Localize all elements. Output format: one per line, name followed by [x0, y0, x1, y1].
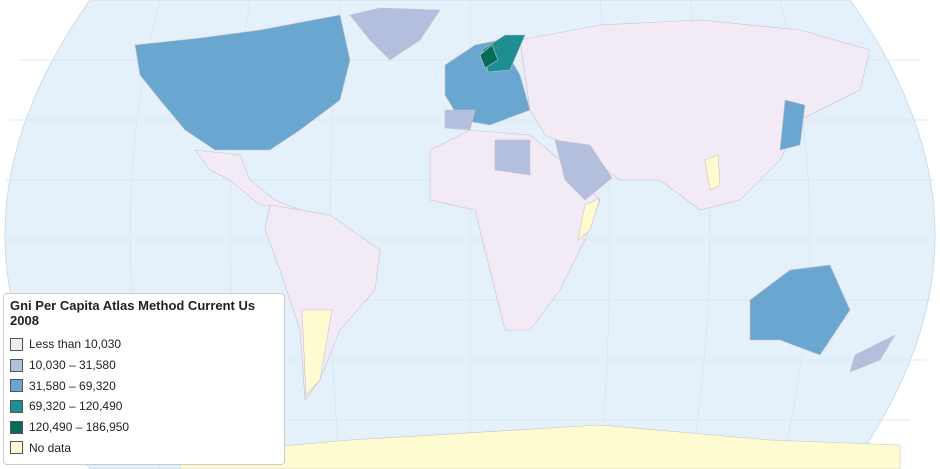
region[interactable]	[704, 154, 721, 191]
region[interactable]	[779, 99, 806, 151]
legend-title: Gni Per Capita Atlas Method Current Us 2…	[10, 298, 256, 328]
region[interactable]	[479, 44, 499, 69]
legend-swatch	[10, 337, 23, 351]
legend-swatch	[10, 358, 23, 372]
legend-item[interactable]: 31,580 – 69,320	[10, 375, 278, 396]
legend-item[interactable]: Less than 10,030	[10, 334, 278, 355]
legend-swatch	[10, 399, 23, 413]
legend-item[interactable]: No data	[10, 437, 278, 458]
legend-swatch	[10, 379, 23, 393]
legend-item[interactable]: 10,030 – 31,580	[10, 355, 278, 376]
legend-swatch	[10, 441, 23, 455]
legend-swatch	[10, 420, 23, 434]
legend-label: No data	[29, 440, 72, 455]
region[interactable]	[134, 14, 351, 151]
legend-label: Less than 10,030	[29, 337, 122, 352]
region[interactable]	[429, 129, 601, 331]
region[interactable]	[554, 139, 613, 201]
legend-label: 31,580 – 69,320	[29, 378, 116, 393]
legend-item[interactable]: 120,490 – 186,950	[10, 417, 278, 438]
legend-item[interactable]: 69,320 – 120,490	[10, 396, 278, 417]
region[interactable]	[849, 334, 896, 373]
region[interactable]	[301, 309, 333, 396]
region[interactable]	[577, 197, 601, 241]
legend-items: Less than 10,030 10,030 – 31,580 31,580 – …	[10, 334, 278, 458]
legend-label: 69,320 – 120,490	[29, 399, 123, 414]
region[interactable]	[444, 109, 476, 131]
region[interactable]	[494, 139, 531, 176]
region[interactable]	[749, 264, 851, 356]
legend-label: 10,030 – 31,580	[29, 358, 116, 373]
region[interactable]	[179, 424, 901, 469]
legend-label: 120,490 – 186,950	[29, 420, 130, 435]
region[interactable]	[349, 7, 441, 61]
countries	[134, 7, 901, 469]
legend: Gni Per Capita Atlas Method Current Us 2…	[3, 293, 285, 465]
